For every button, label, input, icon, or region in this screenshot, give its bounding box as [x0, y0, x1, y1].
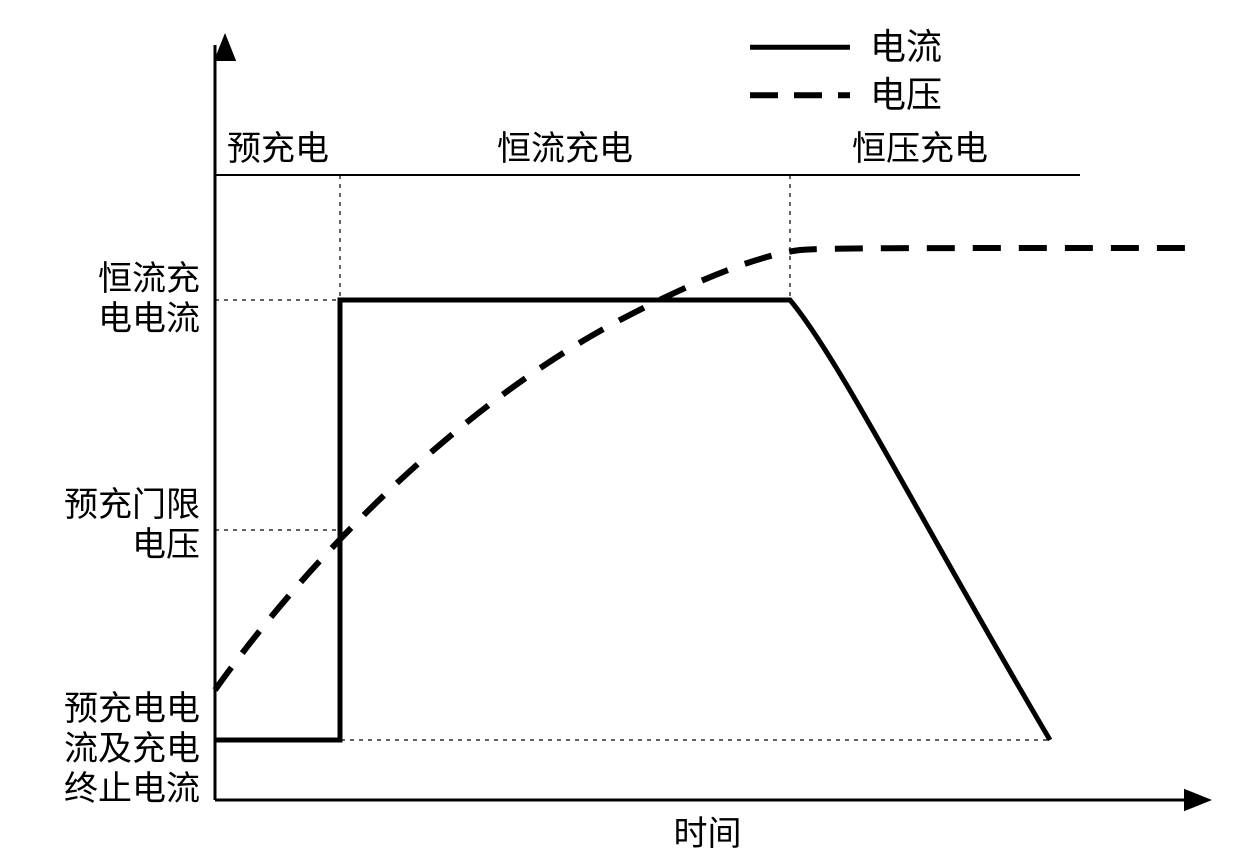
y-axis-label-line: 流及充电	[64, 730, 200, 768]
y-axis-label-line: 恒流充	[98, 260, 200, 298]
y-axis-label-line: 预充门限	[64, 486, 200, 524]
y-axis-label-line: 电压	[132, 526, 200, 564]
y-axis-label-line: 终止电流	[64, 770, 200, 808]
phase-label: 预充电	[227, 130, 329, 168]
x-axis-label: 时间	[674, 816, 742, 853]
y-axis-label-line: 预充电电	[64, 690, 200, 728]
phase-label: 恒流充电	[497, 130, 633, 168]
y-axis-label-line: 电电流	[98, 300, 200, 338]
legend-label: 电压	[870, 75, 942, 115]
y-axis-label: 预充电电流及充电终止电流	[64, 690, 200, 808]
phase-label: 恒压充电	[852, 130, 988, 168]
legend-label: 电流	[870, 27, 942, 67]
charging-profile-chart: 预充电恒流充电恒压充电恒流充电电流预充门限电压预充电电流及充电终止电流时间电流电…	[0, 0, 1240, 862]
